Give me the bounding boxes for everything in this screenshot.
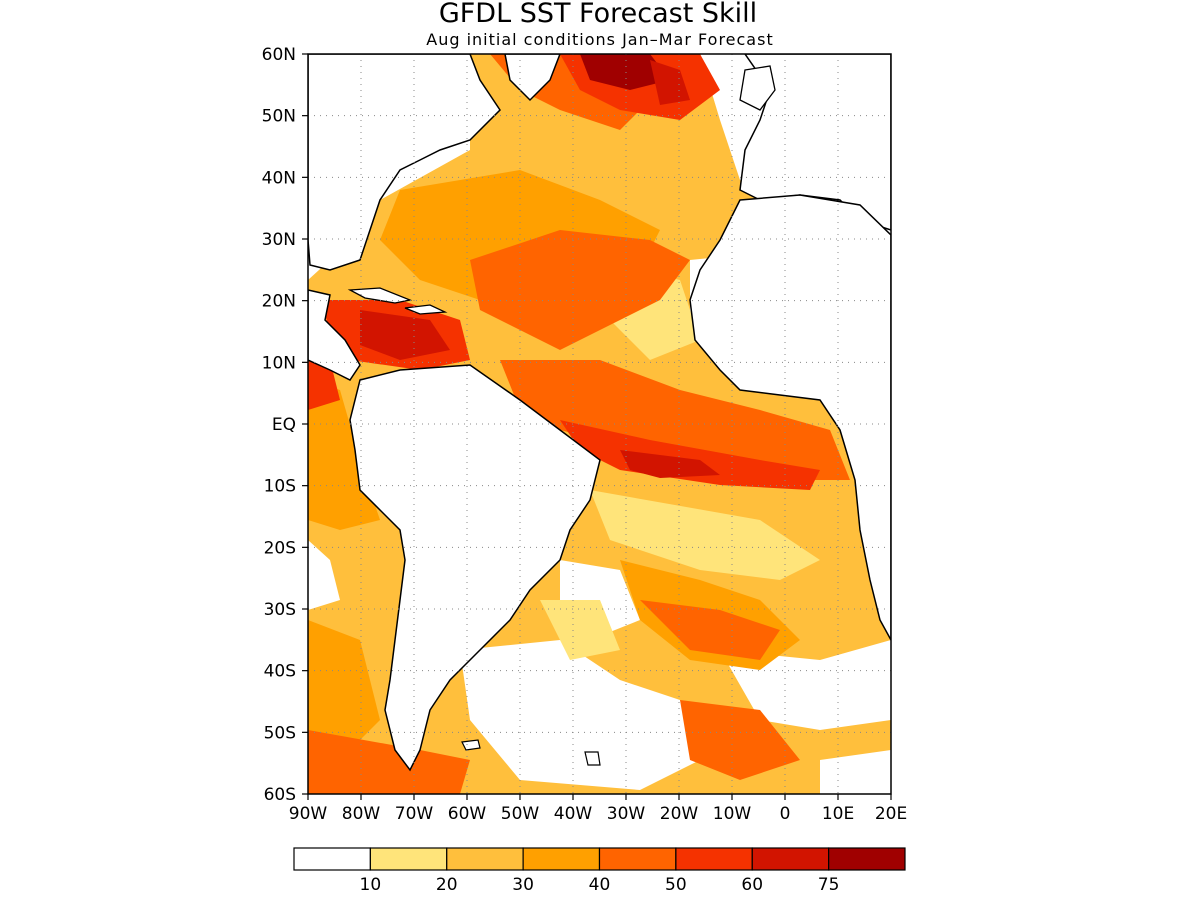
lon-tick-label: 20E	[875, 804, 907, 824]
lat-tick-label: 60S	[264, 785, 296, 805]
legend-label: 75	[818, 875, 840, 895]
lon-tick-label: 20W	[660, 804, 699, 824]
legend-swatch	[598, 847, 677, 871]
lat-tick-label: 10N	[262, 353, 296, 373]
lat-tick-label: 30S	[264, 600, 296, 620]
legend-swatch	[446, 847, 524, 871]
lat-tick-label: 60N	[262, 45, 296, 65]
lon-tick-label: 60W	[448, 804, 487, 824]
legend-swatch	[522, 847, 601, 871]
lon-tick-label: 70W	[395, 804, 434, 824]
lat-tick-label: 40N	[262, 168, 296, 188]
lat-tick-label: 50N	[262, 107, 296, 127]
legend-swatch	[293, 847, 371, 871]
lon-tick-label: 40W	[554, 804, 593, 824]
lat-tick-label: 40S	[264, 662, 296, 682]
lon-tick-label: 50W	[501, 804, 540, 824]
legend-label: 30	[512, 875, 534, 895]
legend-label: 20	[436, 875, 458, 895]
lat-tick-label: 20N	[262, 292, 296, 312]
lat-tick-label: 30N	[262, 230, 296, 250]
lon-tick-label: 10W	[713, 804, 752, 824]
legend-swatch	[751, 847, 830, 871]
lon-tick-label: 80W	[342, 804, 381, 824]
lon-tick-label: 10E	[822, 804, 854, 824]
lat-tick-label: EQ	[272, 415, 296, 435]
map-title: GFDL SST Forecast Skill	[439, 0, 757, 29]
legend-label: 40	[589, 875, 611, 895]
longitude-axis-labels: 90W 80W 70W 60W 50W 40W 30W 20W 10W 0 10E 20E	[289, 794, 907, 824]
legend-swatch	[675, 847, 753, 871]
lon-tick-label: 0	[780, 804, 791, 824]
legend-label: 50	[665, 875, 687, 895]
land-masses	[308, 54, 891, 772]
latitude-axis-labels: 60N 50N 40N 30N 20N 10N EQ 10S 20S 30S 40S 50S 60S	[262, 45, 308, 805]
legend-label: 10	[360, 875, 382, 895]
map-subtitle: Aug initial conditions Jan–Mar Forecast	[426, 30, 773, 49]
legend-swatch	[369, 847, 448, 871]
legend-label: 60	[741, 875, 763, 895]
lat-tick-label: 20S	[264, 538, 296, 558]
legend-swatch	[828, 847, 906, 871]
lon-tick-label: 30W	[607, 804, 646, 824]
lon-tick-label: 90W	[289, 804, 328, 824]
lat-tick-label: 10S	[264, 477, 296, 497]
lat-tick-label: 50S	[264, 723, 296, 743]
color-legend: 10 20 30 40 50 60 75	[293, 847, 906, 895]
